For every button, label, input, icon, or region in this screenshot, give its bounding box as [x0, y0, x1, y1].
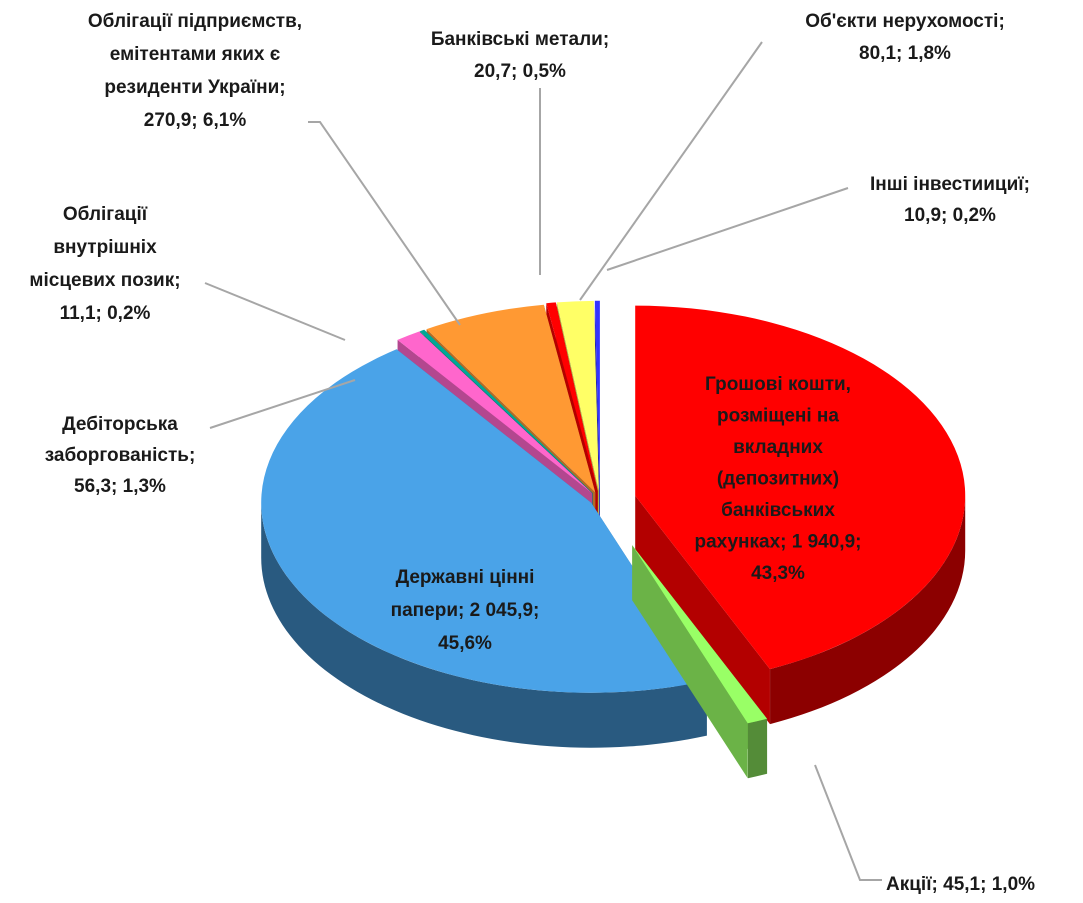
data-label: Об'єкти нерухомості;: [805, 11, 1005, 32]
slice-top: [632, 545, 767, 724]
data-label: внутрішніх: [53, 237, 157, 258]
slice-top: [419, 329, 593, 494]
data-label: вкладних: [733, 437, 823, 458]
slice-top: [546, 302, 598, 491]
data-label: 56,3; 1,3%: [74, 476, 166, 497]
data-label: банківських: [721, 500, 835, 521]
data-label: заборгованість;: [45, 445, 196, 466]
data-label: 80,1; 1,8%: [859, 43, 951, 64]
leader-line: [209, 379, 356, 429]
data-label: Грошові кошти,: [705, 374, 851, 395]
slice-top: [261, 349, 707, 693]
data-label: Банківські метали;: [431, 29, 609, 50]
data-label: емітентами яких є: [110, 44, 281, 65]
slice: [632, 545, 768, 779]
leader-line: [579, 41, 763, 301]
slice-cut-face: [635, 495, 770, 725]
data-label: Акції; 45,1; 1,0%: [886, 874, 1035, 895]
data-label: розміщені на: [717, 406, 839, 427]
slice-cut-face: [632, 545, 748, 779]
leader-line: [606, 187, 849, 271]
data-label: 45,6%: [438, 633, 492, 654]
data-label: 11,1; 0,2%: [60, 303, 151, 324]
data-label: папери; 2 045,9;: [391, 600, 540, 621]
slice: [635, 305, 966, 725]
slice-top: [556, 300, 599, 491]
data-label: Облігації підприємств,: [88, 11, 302, 32]
data-label: Інші інвестиициї;: [870, 174, 1030, 195]
data-label: Державні цінні: [396, 567, 535, 588]
data-label: (депозитних): [717, 469, 839, 490]
data-label: рахунках; 1 940,9;: [695, 532, 862, 553]
leader-line: [308, 121, 461, 326]
data-label: місцевих позик;: [29, 270, 180, 291]
data-label: резиденти України;: [104, 77, 285, 98]
leader-line: [814, 764, 882, 881]
slice-side: [770, 495, 966, 725]
slice-top: [397, 331, 593, 494]
slice-top: [635, 305, 966, 670]
data-label: 10,9; 0,2%: [904, 205, 996, 226]
data-label: 20,7; 0,5%: [474, 61, 566, 82]
data-label: 43,3%: [751, 563, 805, 584]
slice-top: [594, 300, 600, 491]
slice-side: [747, 718, 768, 779]
data-label: 270,9; 6,1%: [144, 110, 247, 131]
slice-side: [261, 502, 707, 748]
data-label: Облігації: [63, 204, 148, 225]
leader-line: [204, 282, 346, 341]
slice-top: [426, 304, 596, 493]
data-label: Дебіторська: [62, 414, 178, 435]
